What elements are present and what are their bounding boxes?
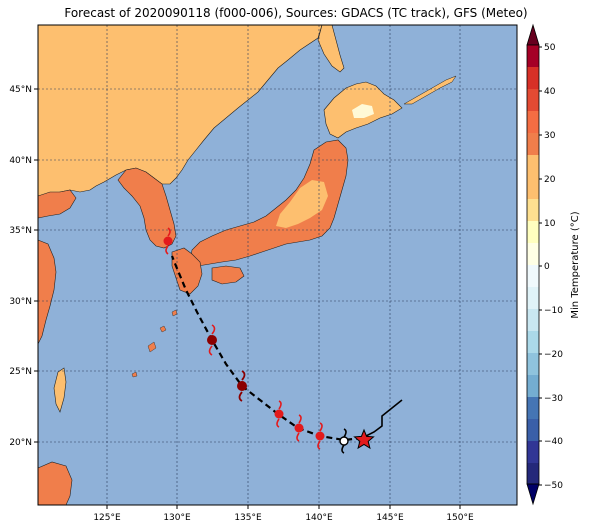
lon-axis: 125°E 130°E 135°E 140°E 145°E 150°E xyxy=(93,505,474,523)
land-honshu-cool xyxy=(276,180,328,228)
colorbar-bin xyxy=(527,375,539,397)
colorbar-bin xyxy=(527,67,539,89)
colorbar-tick-label: 20 xyxy=(544,175,556,185)
colorbar-tick-label: −20 xyxy=(544,350,563,360)
land-kurils xyxy=(403,75,457,105)
colorbar-bin xyxy=(527,309,539,331)
colorbar-top-arrow xyxy=(526,23,540,46)
lat-tick-label: 45°N xyxy=(9,85,32,95)
lon-tick-label: 125°E xyxy=(93,513,121,523)
land-luzon xyxy=(37,461,73,506)
colorbar-bin xyxy=(527,89,539,111)
colorbar-bin xyxy=(527,111,539,133)
colorbar-bin xyxy=(527,397,539,419)
colorbar-bin xyxy=(527,331,539,353)
tc-track xyxy=(163,227,403,454)
colorbar-bin xyxy=(527,463,539,484)
map-frame xyxy=(37,24,518,506)
colorbar-bin xyxy=(527,199,539,221)
colorbar-tick-label: −10 xyxy=(544,306,563,316)
colorbar-tick-label: 0 xyxy=(544,262,550,272)
colorbar-bin xyxy=(527,353,539,375)
colorbar-tick-label: −40 xyxy=(544,437,563,447)
land-ryukyu xyxy=(131,309,178,378)
graticule xyxy=(38,25,517,505)
storm-symbol-past xyxy=(339,428,349,454)
map-title: Forecast of 2020090118 (f000-006), Sourc… xyxy=(64,6,528,20)
land-honshu xyxy=(189,139,349,267)
land-shikoku xyxy=(211,265,245,285)
lat-tick-label: 35°N xyxy=(9,226,32,236)
land-hokkaido-cold xyxy=(352,104,374,118)
lat-tick-label: 30°N xyxy=(9,297,32,307)
colorbar-tick-label: 30 xyxy=(544,131,556,141)
lat-axis: 20°N 25°N 30°N 35°N 40°N 45°N xyxy=(9,85,38,448)
storm-symbol-f6 xyxy=(163,227,173,255)
colorbar-bin xyxy=(527,419,539,441)
lat-tick-label: 20°N xyxy=(9,438,32,448)
colorbar-bin xyxy=(527,221,539,243)
colorbar-bin xyxy=(527,243,539,265)
lon-tick-label: 140°E xyxy=(305,513,333,523)
storm-symbol-f4 xyxy=(237,370,247,402)
lon-tick-label: 145°E xyxy=(376,513,404,523)
colorbar-label: Min Temperature (°C) xyxy=(570,211,581,318)
colorbar-tick-label: −30 xyxy=(544,394,563,404)
land-china-south xyxy=(37,239,57,345)
colorbar-tick-label: −50 xyxy=(544,481,563,491)
colorbar-ticks: 50 40 30 20 10 0 −10 −20 −30 −40 −50 xyxy=(539,43,563,491)
colorbar-bin xyxy=(527,441,539,463)
land-china-coast xyxy=(37,189,77,219)
track-observed-line xyxy=(361,399,403,439)
colorbar-bin xyxy=(527,287,539,309)
storm-symbol-f1 xyxy=(315,422,325,450)
land-layer xyxy=(37,24,457,506)
colorbar-bin xyxy=(527,45,539,67)
colorbar-bottom-arrow xyxy=(526,483,540,506)
colorbar: 50 40 30 20 10 0 −10 −20 −30 −40 −50 Min… xyxy=(526,23,581,506)
colorbar-tick-label: 40 xyxy=(544,87,556,97)
storm-symbol-f2 xyxy=(294,414,304,442)
land-kyushu xyxy=(171,247,203,295)
land-sakhalin xyxy=(317,24,345,73)
lon-tick-label: 150°E xyxy=(446,513,474,523)
lon-tick-label: 130°E xyxy=(163,513,191,523)
land-taiwan xyxy=(53,367,67,413)
colorbar-bin xyxy=(527,265,539,287)
colorbar-tick-label: 50 xyxy=(544,43,556,53)
storm-symbol-f5 xyxy=(207,324,217,356)
colorbar-tick-label: 10 xyxy=(544,219,556,229)
lat-tick-label: 40°N xyxy=(9,156,32,166)
lat-tick-label: 25°N xyxy=(9,367,32,377)
storm-symbol-f3 xyxy=(274,400,284,428)
land-mainland xyxy=(37,24,323,205)
colorbar-bin xyxy=(527,177,539,199)
current-position-star xyxy=(353,428,375,450)
lon-tick-label: 135°E xyxy=(234,513,262,523)
colorbar-bin xyxy=(527,155,539,177)
colorbar-bin xyxy=(527,133,539,155)
